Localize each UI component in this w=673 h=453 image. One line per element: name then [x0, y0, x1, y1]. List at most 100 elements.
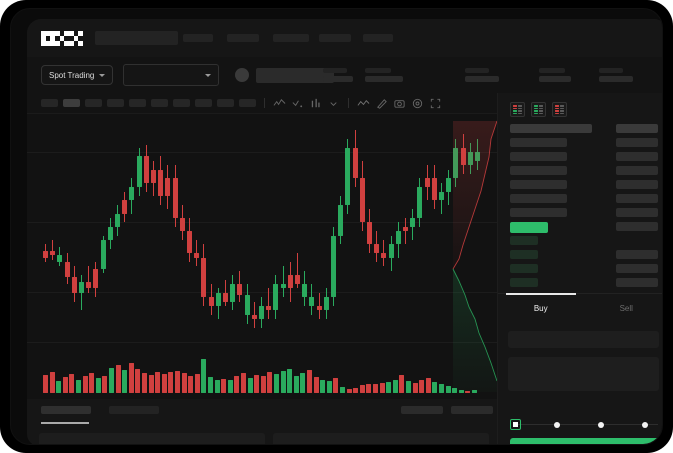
bottom-tab-order-history[interactable] [109, 406, 159, 414]
line-chart-icon[interactable] [357, 97, 370, 110]
volume-bar [49, 372, 55, 393]
orderbook-price-bar [510, 194, 567, 203]
bottom-tab-open-orders[interactable] [41, 406, 91, 414]
volume-bar [419, 380, 425, 393]
volume-bar [353, 388, 359, 393]
trading-mode-selector[interactable]: Spot Trading [41, 65, 114, 85]
stat-24h-volume [539, 68, 571, 82]
okx-block-logo-icon[interactable] [41, 30, 83, 46]
drawing-tools-icon[interactable] [375, 97, 388, 110]
volume-bar [379, 382, 385, 393]
orderbook-row[interactable] [510, 208, 658, 217]
active-tab-underline [41, 422, 89, 424]
orderbook-mode-bids-icon[interactable] [531, 102, 546, 117]
chart-type-chevron-icon[interactable] [327, 97, 340, 110]
timeframe-9[interactable] [217, 99, 234, 107]
orderbook-row[interactable] [510, 222, 658, 233]
orderbook-amount-bar [616, 138, 658, 147]
orderbook-mode-asks-icon[interactable] [552, 102, 567, 117]
volume-bar [307, 370, 312, 393]
orderbook-row[interactable] [510, 124, 658, 133]
orderbook-rows[interactable] [510, 124, 658, 292]
timeframe-8[interactable] [195, 99, 212, 107]
bottom-panel-right[interactable] [273, 433, 489, 444]
volume-bar [201, 359, 207, 393]
order-amount-stepper[interactable] [510, 419, 658, 431]
volume-bar [280, 370, 286, 393]
stepper-step-2[interactable] [554, 421, 560, 428]
search-input[interactable] [95, 31, 178, 45]
settings-chart-icon[interactable] [309, 97, 322, 110]
nav-item-2[interactable] [227, 34, 259, 42]
volume-bar [241, 373, 246, 393]
volume-bar [62, 377, 68, 393]
indicator-icon[interactable] [273, 97, 286, 110]
stat-24h-low [465, 68, 499, 82]
volume-bar [267, 372, 273, 393]
orderbook-row[interactable] [510, 264, 658, 273]
timeframe-10[interactable] [239, 99, 256, 107]
volume-bar [386, 381, 392, 393]
orderbook-amount-bar [616, 180, 658, 189]
volume-bar [89, 373, 95, 393]
orderbook-price-bar [510, 222, 548, 233]
orderbook-amount-bar [616, 250, 658, 259]
timeframe-2[interactable] [63, 99, 80, 107]
volume-bar [406, 381, 411, 393]
bottom-panel-left[interactable] [39, 433, 265, 444]
amount-input[interactable] [508, 357, 659, 391]
orderbook-row[interactable] [510, 152, 658, 161]
nav-item-3[interactable] [273, 34, 309, 42]
orderbook-mode-both-icon[interactable] [510, 102, 525, 117]
candlestick-series [27, 114, 497, 344]
tab-buy[interactable]: Buy [498, 293, 584, 323]
orderbook-row[interactable] [510, 194, 658, 203]
fullscreen-icon[interactable] [429, 97, 442, 110]
chart-settings-gear-icon[interactable] [411, 97, 424, 110]
orderbook-row[interactable] [510, 138, 658, 147]
orderbook-row[interactable] [510, 180, 658, 189]
trading-pair-select[interactable] [123, 64, 220, 86]
timeframe-5[interactable] [129, 99, 146, 107]
volume-bar [175, 370, 180, 393]
volume-bar [208, 377, 213, 393]
volume-bar [128, 362, 134, 393]
stepper-step-3[interactable] [598, 421, 604, 428]
timeframe-1[interactable] [41, 99, 58, 107]
nav-item-4[interactable] [319, 34, 351, 42]
stepper-step-4[interactable] [642, 421, 648, 428]
snapshot-icon[interactable] [393, 97, 406, 110]
top-navigation-bar [27, 19, 662, 57]
tab-sell[interactable]: Sell [619, 304, 633, 313]
volume-bar [155, 371, 161, 393]
timeframe-7[interactable] [173, 99, 190, 107]
chevron-down-icon [99, 73, 106, 77]
volume-bar [247, 377, 253, 393]
orderbook-row[interactable] [510, 250, 658, 259]
volume-bar [227, 379, 233, 393]
bottom-action-2[interactable] [451, 406, 493, 414]
submit-order-button[interactable] [510, 438, 660, 444]
stepper-step-1[interactable] [510, 419, 521, 430]
compare-icon[interactable] [291, 97, 304, 110]
volume-bar [333, 377, 339, 393]
orderbook-row[interactable] [510, 166, 658, 175]
volume-bar [425, 377, 431, 393]
volume-bar [168, 372, 174, 393]
orderbook-amount-bar [616, 152, 658, 161]
bottom-action-1[interactable] [401, 406, 443, 414]
nav-item-1[interactable] [183, 34, 213, 42]
orderbook-row[interactable] [510, 278, 658, 287]
trade-side-tabs: Buy Sell [498, 293, 662, 323]
orderbook-price-bar [510, 166, 567, 175]
timeframe-6[interactable] [151, 99, 168, 107]
orderbook-row[interactable] [510, 236, 658, 245]
timeframe-4[interactable] [107, 99, 124, 107]
price-chart[interactable] [27, 114, 497, 399]
nav-item-5[interactable] [363, 34, 393, 42]
timeframe-3[interactable] [85, 99, 102, 107]
price-input[interactable] [508, 331, 659, 348]
volume-bar [287, 369, 293, 393]
volume-bar [188, 375, 194, 393]
